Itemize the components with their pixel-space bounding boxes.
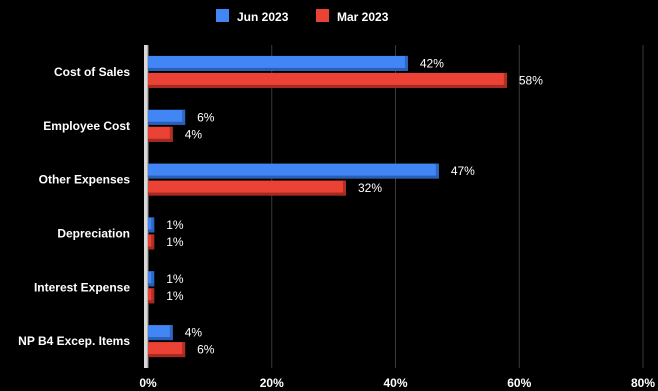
x-tick-label: 20% [260, 376, 284, 390]
bar-edge [151, 288, 155, 304]
bar-shadow [148, 67, 408, 71]
data-label: 1% [166, 235, 184, 249]
x-tick-label: 0% [139, 376, 157, 390]
bar-mar-2023-0 [148, 72, 507, 88]
bar-edge [151, 217, 155, 233]
bar-shadow [148, 84, 507, 88]
data-label: 32% [358, 181, 382, 195]
bar-mar-2023-3 [148, 234, 155, 250]
gridlines [271, 45, 644, 368]
bar-edge [169, 126, 173, 142]
data-label: 1% [166, 218, 184, 232]
data-label: 4% [185, 326, 203, 340]
x-tick-label: 40% [383, 376, 407, 390]
bar-edge [182, 342, 186, 358]
bar-edge [151, 234, 155, 250]
category-label: Other Expenses [39, 173, 131, 187]
data-label: 1% [166, 272, 184, 286]
x-tick-label: 80% [631, 376, 655, 390]
bar-mar-2023-2 [148, 180, 346, 196]
bar-shadow [148, 192, 346, 196]
bar-jun-2023-5 [148, 325, 173, 341]
bar-mar-2023-5 [148, 342, 186, 358]
bar-shadow [148, 283, 155, 287]
bar-shadow [148, 337, 173, 341]
bar-shadow [148, 354, 186, 358]
bar-shadow [148, 229, 155, 233]
data-label: 42% [420, 56, 444, 70]
legend-swatch [316, 9, 329, 22]
bar-shadow [148, 300, 155, 304]
category-label: Depreciation [57, 226, 130, 240]
bar-edge [151, 271, 155, 287]
bar-shadow [148, 175, 439, 179]
data-label: 1% [166, 289, 184, 303]
bar-jun-2023-4 [148, 271, 155, 287]
legend-swatch [216, 9, 229, 22]
category-label: Interest Expense [34, 280, 130, 294]
legend-label: Mar 2023 [337, 10, 389, 24]
category-label: Employee Cost [43, 119, 130, 133]
legend: Jun 2023 Mar 2023 [216, 9, 389, 24]
category-label: NP B4 Excep. Items [18, 334, 130, 348]
data-label: 58% [519, 73, 543, 87]
category-axis [144, 45, 149, 368]
bar-edge [343, 180, 346, 196]
bar-shadow [148, 138, 173, 142]
x-tick-label: 60% [507, 376, 531, 390]
category-label: Cost of Sales [54, 65, 130, 79]
category-labels: Cost of Sales Employee Cost Other Expenses… [18, 65, 130, 348]
bar-edge [404, 55, 408, 71]
bar-shadow [148, 246, 155, 250]
x-tick-labels: 0% 20% 40% 60% 80% [139, 376, 655, 390]
bar-edge [435, 163, 439, 179]
bar-jun-2023-1 [148, 109, 186, 125]
bar-series: 42% 58% 6% 4% 47% 32% 1% 1% 1% 1% 4% 6% [148, 55, 543, 358]
bar-edge [503, 72, 507, 88]
data-label: 6% [197, 343, 215, 357]
bar-edge [182, 109, 186, 125]
bar-jun-2023-2 [148, 163, 439, 179]
bar-edge [169, 325, 173, 341]
data-label: 4% [185, 127, 203, 141]
data-label: 47% [451, 164, 475, 178]
bar-shadow [148, 121, 186, 125]
bar-jun-2023-3 [148, 217, 155, 233]
axis-wall [144, 45, 148, 368]
bar-mar-2023-4 [148, 288, 155, 304]
bar-jun-2023-0 [148, 55, 408, 71]
data-label: 6% [197, 110, 215, 124]
legend-label: Jun 2023 [237, 10, 289, 24]
bar-mar-2023-1 [148, 126, 173, 142]
